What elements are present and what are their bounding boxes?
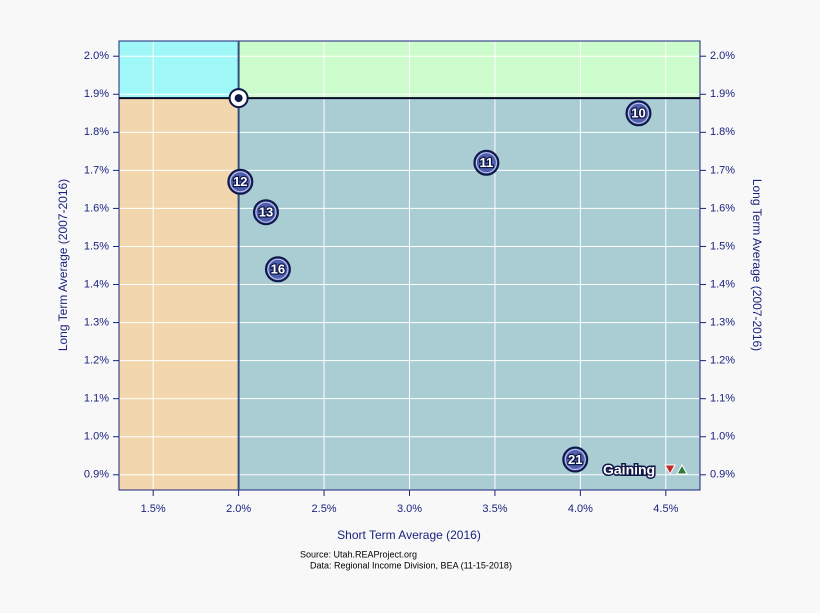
point-ring [255, 201, 277, 223]
x-tick-label: 4.5% [653, 503, 678, 515]
legend-label: Gaining [603, 462, 655, 478]
quadrant [119, 41, 239, 99]
point [264, 256, 291, 283]
legend-down-icon [664, 464, 676, 476]
source-note: Source: Utah.REAProject.org [300, 549, 417, 559]
y2-tick-label: 1.9% [710, 88, 735, 100]
y2-tick-label: 2.0% [710, 50, 735, 62]
point [252, 199, 279, 226]
y-tick-label: 0.9% [84, 469, 109, 481]
y-tick-label: 1.9% [84, 88, 109, 100]
point [562, 446, 589, 473]
x-axis-title: Short Term Average (2016) [337, 528, 481, 542]
y2-tick-label: 1.7% [710, 164, 735, 176]
point-ring [267, 258, 289, 280]
x-tick-label: 2.0% [226, 503, 251, 515]
point-label: 12 [233, 174, 247, 189]
y2-tick-label: 1.5% [710, 240, 735, 252]
y-tick-label: 1.7% [84, 164, 109, 176]
y2-tick-label: 1.3% [710, 316, 735, 328]
y-tick-label: 1.2% [84, 355, 109, 367]
y-tick-label: 1.1% [84, 393, 109, 405]
legend-up-icon [676, 463, 688, 475]
point [227, 168, 254, 195]
y2-tick-label: 1.1% [710, 393, 735, 405]
point-label: 13 [259, 205, 273, 220]
y2-tick-label: 1.4% [710, 278, 735, 290]
quadrant [238, 98, 700, 491]
plot-area: 1.5% 2.0% 2.5% 3.0% 3.5% 4.0% 4.5% 0.9% 1.0% 1.1%… [84, 40, 735, 515]
point-label: 21 [568, 452, 582, 467]
y2-tick-label: 1.8% [710, 126, 735, 138]
y-tick-label: 1.8% [84, 126, 109, 138]
y-tick-label: 1.4% [84, 278, 109, 290]
point [625, 100, 652, 127]
quadrant [238, 41, 700, 99]
y2-axis-title: Long Term Average (2007-2016) [750, 179, 764, 351]
point-ring [564, 449, 586, 471]
data-note: Data: Regional Income Division, BEA (11-… [310, 560, 512, 570]
y-tick-label: 2.0% [84, 50, 109, 62]
y-axis-title: Long Term Average (2007-2016) [56, 179, 70, 351]
x-tick-label: 1.5% [141, 503, 166, 515]
plot-frame [118, 40, 701, 491]
legend: Gaining [602, 460, 688, 479]
point-ring [229, 171, 251, 193]
point-label: 11 [480, 155, 494, 170]
y-tick-label: 1.3% [84, 316, 109, 328]
x-tick-label: 3.5% [482, 503, 507, 515]
point-ring [475, 152, 497, 174]
point-label: 16 [271, 262, 285, 277]
x-tick-label: 2.5% [312, 503, 337, 515]
y-tick-label: 1.0% [84, 431, 109, 443]
x-tick-label: 3.0% [397, 503, 422, 515]
point [473, 149, 500, 176]
point-label: 10 [631, 106, 645, 121]
y2-tick-label: 1.2% [710, 355, 735, 367]
quadrant [119, 98, 239, 491]
y2-tick-label: 1.0% [710, 431, 735, 443]
y2-tick-label: 0.9% [710, 469, 735, 481]
y-tick-label: 1.6% [84, 202, 109, 214]
reference-point-center [234, 94, 243, 103]
y2-tick-label: 1.6% [710, 202, 735, 214]
x-tick-label: 4.0% [568, 503, 593, 515]
point-ring [627, 102, 649, 124]
y-tick-label: 1.5% [84, 240, 109, 252]
